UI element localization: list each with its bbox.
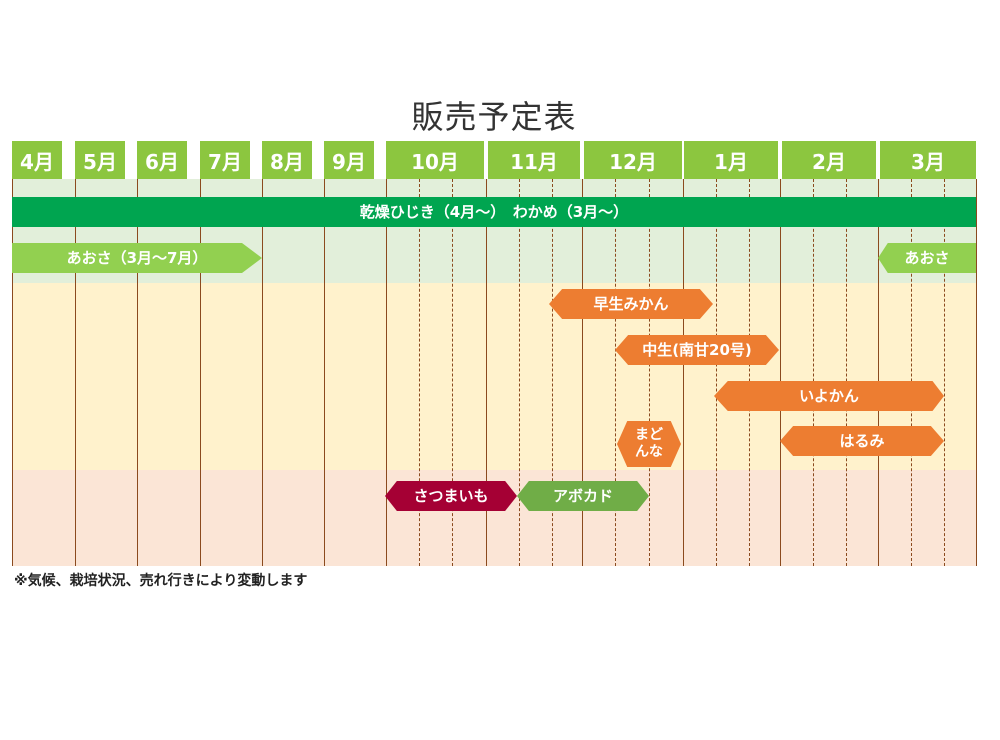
page-title: 販売予定表: [411, 98, 577, 136]
bar-aosa-march: あおさ: [878, 243, 976, 273]
month-divider: [683, 179, 684, 566]
week-divider: [519, 179, 520, 566]
month-header-5: 8月: [262, 141, 312, 179]
bar-wase-mikan: 早生みかん: [549, 289, 713, 319]
month-header-3: 6月: [137, 141, 187, 179]
month-header-12: 3月: [880, 141, 976, 179]
month-header-6: 9月: [324, 141, 374, 179]
week-divider: [615, 179, 616, 566]
madonna-label: まど んな: [635, 426, 663, 461]
week-divider: [813, 179, 814, 566]
month-divider: [12, 179, 13, 566]
bar-aosa-spring: あおさ（3月～7月）: [12, 243, 262, 273]
month-divider: [878, 179, 879, 566]
week-divider: [716, 179, 717, 566]
month-divider: [386, 179, 387, 566]
month-divider: [75, 179, 76, 566]
bar-satsumaimo: さつまいも: [385, 481, 517, 511]
month-divider: [200, 179, 201, 566]
month-header-7: 10月: [386, 141, 484, 179]
month-header-9: 12月: [584, 141, 682, 179]
week-divider: [649, 179, 650, 566]
month-divider: [262, 179, 263, 566]
week-divider: [944, 179, 945, 566]
month-divider: [137, 179, 138, 566]
bar-iyokan: いよかん: [714, 381, 944, 411]
month-header-1: 4月: [12, 141, 62, 179]
bar-avocado: アボカド: [517, 481, 649, 511]
week-divider: [452, 179, 453, 566]
month-header-2: 5月: [75, 141, 125, 179]
week-divider: [846, 179, 847, 566]
week-divider: [749, 179, 750, 566]
footnote: ※気候、栽培状況、売れ行きにより変動します: [14, 573, 308, 589]
month-divider: [324, 179, 325, 566]
week-divider: [552, 179, 553, 566]
bar-madonna: まど んな: [617, 421, 681, 467]
bar-nakate-nankan20: 中生(南甘20号): [615, 335, 779, 365]
month-header-8: 11月: [488, 141, 580, 179]
month-header-11: 2月: [782, 141, 876, 179]
month-divider: [780, 179, 781, 566]
month-divider: [486, 179, 487, 566]
bar-dried-hijiki-wakame: 乾燥ひじき（4月～） わかめ（3月～）: [12, 197, 976, 227]
week-divider: [419, 179, 420, 566]
month-header-4: 7月: [200, 141, 250, 179]
month-header-10: 1月: [684, 141, 778, 179]
month-divider: [582, 179, 583, 566]
week-divider: [911, 179, 912, 566]
month-divider: [976, 179, 977, 566]
bar-harumi: はるみ: [780, 426, 944, 456]
